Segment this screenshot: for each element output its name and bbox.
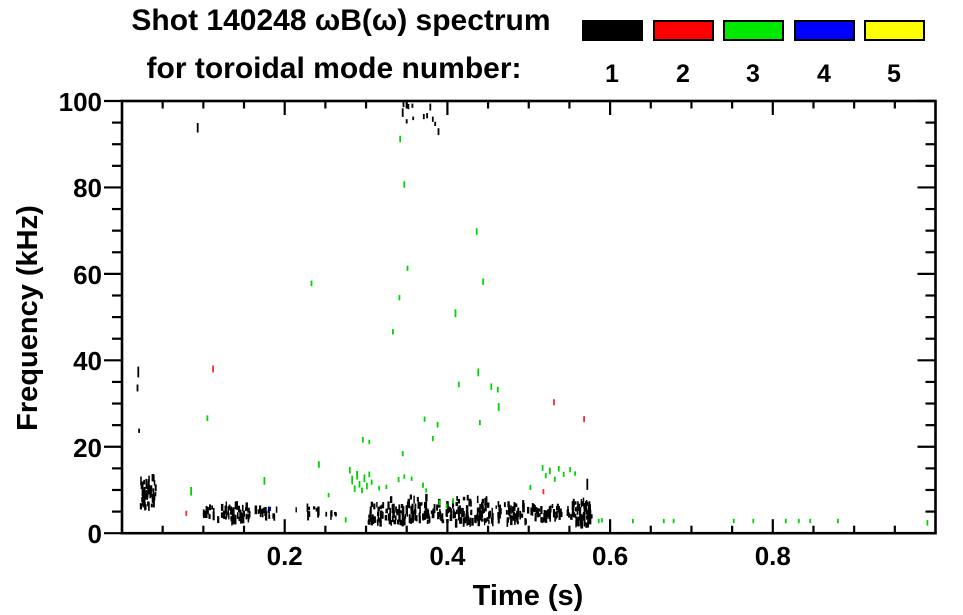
legend-swatch-mode-3: [723, 20, 784, 41]
legend-label-mode-4: 4: [817, 60, 831, 88]
legend-label-mode-2: 2: [676, 60, 690, 88]
x-tick-label: 0.2: [266, 541, 303, 571]
legend-label-mode-3: 3: [746, 60, 760, 88]
y-tick-label: 80: [73, 173, 102, 204]
y-tick-label: 60: [73, 259, 102, 290]
y-tick-label: 0: [87, 519, 102, 550]
chart-title: Shot 140248 ωB(ω) spectrum: [131, 4, 551, 37]
plot-frame: [120, 99, 937, 535]
y-tick-label: 40: [73, 346, 102, 377]
legend-swatch-mode-4: [794, 20, 855, 41]
legend-swatch-mode-1: [582, 20, 643, 41]
legend-swatch-mode-5: [864, 20, 925, 41]
legend-label-mode-1: 1: [605, 60, 619, 88]
x-axis-title: Time (s): [472, 580, 584, 612]
axis-ticks: [104, 99, 936, 535]
x-tick-label: 0.4: [429, 541, 466, 571]
series-marks-n2: [185, 365, 585, 516]
series-marks-n1: [136, 101, 593, 529]
series-marks-n3: [190, 135, 929, 526]
chart-subtitle: for toroidal mode number:: [146, 52, 522, 85]
y-tick-label: 100: [58, 87, 102, 117]
x-tick-label: 0.6: [592, 541, 629, 571]
series-marks-n4: [269, 506, 271, 512]
y-tick-label: 20: [73, 432, 102, 463]
y-axis-title: Frequency (kHz): [12, 205, 44, 431]
x-tick-label: 0.8: [754, 541, 791, 571]
legend-label-mode-5: 5: [887, 60, 901, 88]
legend-swatch-mode-2: [653, 20, 714, 41]
